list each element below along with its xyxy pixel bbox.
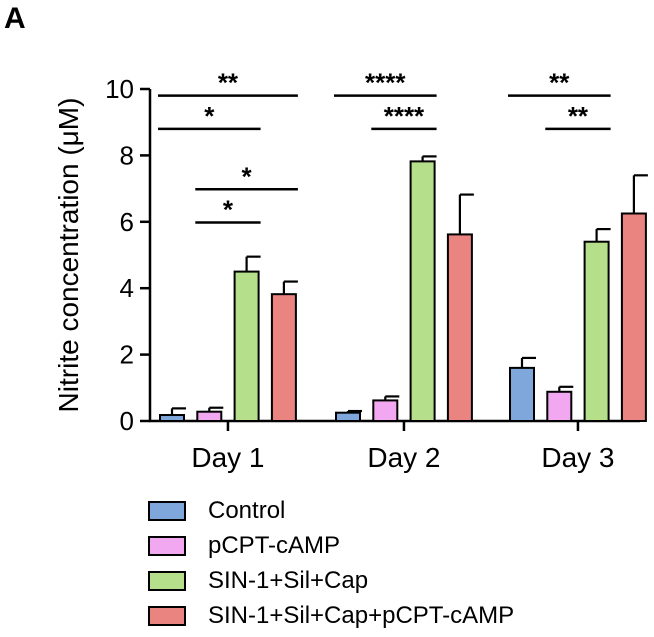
significance-label: **	[218, 68, 239, 98]
y-tick-label: 4	[120, 273, 134, 303]
x-tick-label: Day 3	[541, 442, 614, 473]
y-tick-label: 6	[120, 207, 134, 237]
legend-label: pCPT-cAMP	[208, 532, 341, 559]
legend-swatch	[148, 501, 186, 521]
legend-swatch	[148, 536, 186, 556]
y-tick-label: 0	[120, 406, 134, 436]
significance-label: ****	[365, 68, 406, 98]
legend-item: Control	[148, 494, 514, 528]
bar	[409, 160, 436, 422]
legend-swatch	[148, 606, 186, 626]
x-tick-label: Day 2	[367, 442, 440, 473]
bar	[270, 293, 297, 422]
legend-swatch	[148, 571, 186, 591]
legend-item: pCPT-cAMP	[148, 529, 514, 563]
bar-chart: 0 2 4 6 8 10 Nitrite concentration (μM) Day 1 Da…	[53, 68, 648, 473]
bar	[159, 414, 185, 422]
significance-label: ****	[384, 101, 425, 131]
legend: Control pCPT-cAMP SIN-1+Sil+Cap SIN-1+Sil+C…	[148, 494, 514, 634]
y-tick-label: 8	[120, 140, 134, 170]
legend-label: SIN-1+Sil+Cap+pCPT-cAMP	[208, 602, 515, 629]
x-tick-label: Day 1	[191, 442, 264, 473]
y-tick-label: 10	[105, 74, 134, 104]
y-axis-title: Nitrite concentration (μM)	[53, 98, 84, 413]
significance-label: *	[223, 194, 234, 224]
bar	[335, 411, 361, 423]
legend-label: SIN-1+Sil+Cap	[208, 567, 369, 594]
plot-area: 0 2 4 6 8 10 Nitrite concentration (μM) Day 1 Da…	[53, 68, 648, 473]
legend-item: SIN-1+Sil+Cap	[148, 564, 514, 598]
bar	[509, 366, 535, 423]
panel-label: A	[4, 2, 26, 35]
bar	[233, 270, 260, 422]
significance-label: **	[549, 68, 570, 98]
significance-label: *	[242, 161, 253, 191]
legend-label: Control	[208, 497, 286, 524]
bar	[583, 240, 610, 422]
y-tick-label: 2	[120, 340, 134, 370]
bar	[620, 212, 647, 422]
bar	[372, 399, 399, 422]
bar	[446, 233, 473, 422]
bar	[196, 410, 223, 423]
legend-item: SIN-1+Sil+Cap+pCPT-cAMP	[148, 599, 514, 633]
significance-label: **	[568, 101, 589, 131]
bar	[546, 390, 573, 422]
significance-label: *	[204, 101, 215, 131]
